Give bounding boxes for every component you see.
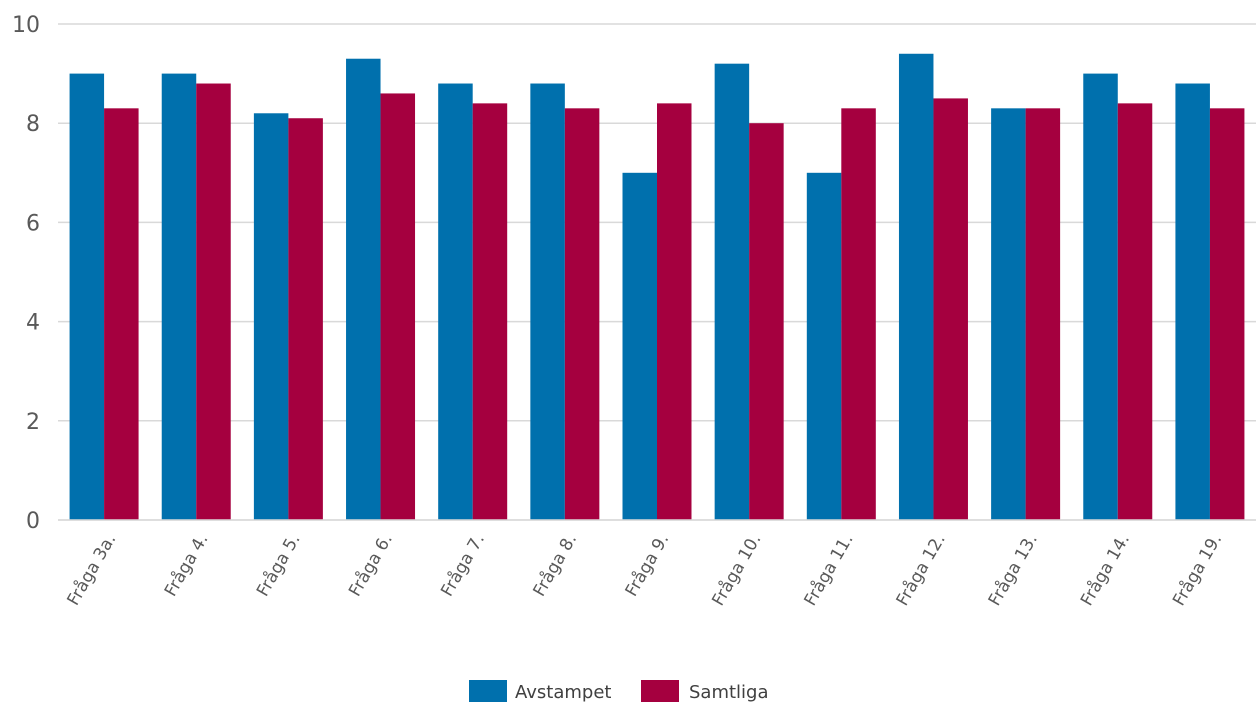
x-tick-label: Fråga 8. xyxy=(529,530,582,600)
legend: Avstampet Samtliga xyxy=(469,680,769,702)
x-tick-label: Fråga 5. xyxy=(252,530,305,600)
bar-avstampet-13 xyxy=(1175,83,1210,521)
bar-samtliga-11 xyxy=(1025,108,1061,520)
x-tick-label: Fråga 6. xyxy=(344,530,397,600)
bar-samtliga-13 xyxy=(1209,108,1245,520)
x-tick-label: Fråga 12. xyxy=(892,530,950,609)
bar-avstampet-6 xyxy=(530,83,565,521)
bar-samtliga-3 xyxy=(288,118,323,521)
bar-samtliga-8 xyxy=(749,123,784,520)
x-tick-label: Fråga 4. xyxy=(160,530,213,600)
bar-avstampet-9 xyxy=(806,172,842,521)
bar-samtliga-9 xyxy=(841,108,876,520)
bar-avstampet-3 xyxy=(253,113,289,520)
legend-label: Samtliga xyxy=(689,682,769,702)
bar-avstampet-5 xyxy=(438,83,473,521)
bar-samtliga-10 xyxy=(933,98,968,521)
x-tick-label: Fråga 9. xyxy=(621,530,674,600)
bar-samtliga-12 xyxy=(1117,103,1153,521)
legend-label: Avstampet xyxy=(515,682,611,702)
bar-samtliga-6 xyxy=(564,108,600,520)
x-tick-label: Fråga 13. xyxy=(984,530,1042,609)
y-tick-label: 8 xyxy=(26,112,40,137)
bar-avstampet-12 xyxy=(1083,73,1118,520)
bar-avstampet-11 xyxy=(991,108,1026,520)
bar-avstampet-4 xyxy=(346,58,381,520)
bar-samtliga-4 xyxy=(380,93,416,520)
bar-samtliga-1 xyxy=(104,108,139,520)
y-axis: 0 2 4 6 8 10 xyxy=(12,13,40,534)
bars xyxy=(58,53,1256,521)
x-tick-label: Fråga 14. xyxy=(1076,530,1134,609)
bar-avstampet-2 xyxy=(161,73,197,520)
bar-avstampet-8 xyxy=(714,63,750,521)
bar-samtliga-7 xyxy=(657,103,692,521)
x-tick-label: Fråga 3a. xyxy=(63,530,121,609)
y-tick-label: 6 xyxy=(26,211,40,236)
x-tick-label: Fråga 10. xyxy=(707,530,765,609)
y-tick-label: 10 xyxy=(12,13,40,38)
y-tick-label: 4 xyxy=(26,311,40,336)
x-tick-label: Fråga 19. xyxy=(1168,530,1226,609)
bar-samtliga-2 xyxy=(196,83,231,521)
legend-swatch xyxy=(641,680,679,702)
x-axis: Fråga 3a. Fråga 4. Fråga 5. Fråga 6. Fråga 7… xyxy=(63,530,1227,609)
x-tick-label: Fråga 11. xyxy=(800,530,858,609)
y-tick-label: 0 xyxy=(26,509,40,534)
bar-avstampet-1 xyxy=(69,73,105,520)
bar-avstampet-7 xyxy=(622,172,657,521)
legend-swatch xyxy=(469,680,507,702)
y-tick-label: 2 xyxy=(26,410,40,435)
bar-avstampet-10 xyxy=(898,53,934,520)
bar-samtliga-5 xyxy=(472,103,508,521)
x-tick-label: Fråga 7. xyxy=(436,530,489,600)
